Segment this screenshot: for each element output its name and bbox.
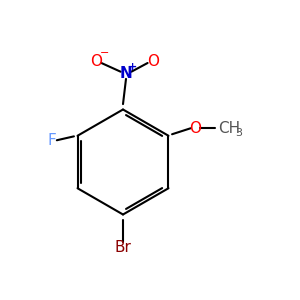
Text: O: O (190, 121, 202, 136)
Text: F: F (48, 133, 56, 148)
Text: 3: 3 (235, 128, 242, 138)
Text: N: N (120, 66, 132, 81)
Text: O: O (90, 54, 102, 69)
Text: O: O (147, 54, 159, 69)
Text: +: + (128, 62, 137, 72)
Text: Br: Br (115, 240, 131, 255)
Text: CH: CH (218, 121, 240, 136)
Text: −: − (100, 48, 110, 59)
